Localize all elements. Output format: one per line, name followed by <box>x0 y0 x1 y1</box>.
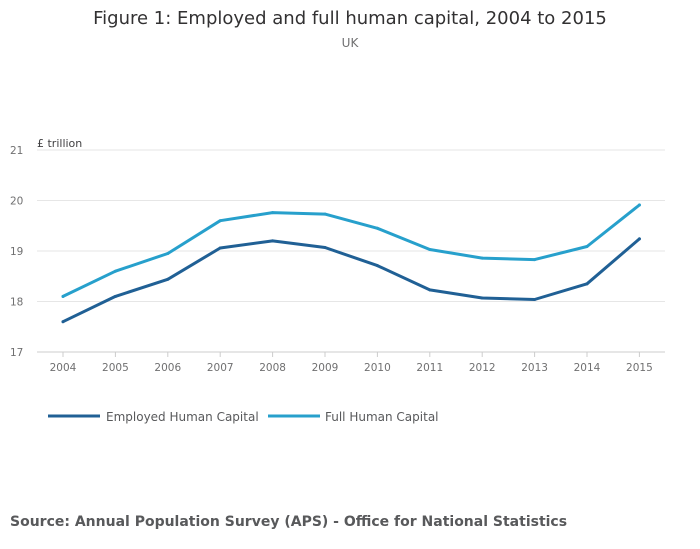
gridlines <box>37 149 665 353</box>
x-tick-label-2006: 2006 <box>154 362 181 374</box>
y-tick-label-20: 20 <box>10 196 23 208</box>
x-tick-label-2009: 2009 <box>312 362 339 374</box>
y-tick-label-21: 21 <box>10 145 23 157</box>
data-point-full-human-capital-2007 <box>218 219 222 223</box>
y-axis-ticks: 17 18 19 20 21 <box>10 145 23 359</box>
data-point-full-human-capital-2009 <box>323 212 327 216</box>
x-tick-label-2005: 2005 <box>102 362 129 374</box>
data-point-employed-human-capital-2008 <box>271 239 275 243</box>
series-line-full-human-capital <box>61 203 641 298</box>
x-tick-label-2010: 2010 <box>364 362 391 374</box>
x-tick-label-2004: 2004 <box>50 362 77 374</box>
data-point-full-human-capital-2013 <box>533 258 537 262</box>
data-point-employed-human-capital-2010 <box>375 264 379 268</box>
x-tick-label-2015: 2015 <box>626 362 653 374</box>
data-point-full-human-capital-2005 <box>113 269 117 273</box>
y-axis-unit-label: £ trillion <box>37 137 82 150</box>
y-tick-label-19: 19 <box>10 246 23 258</box>
data-point-employed-human-capital-2005 <box>113 294 117 298</box>
data-point-employed-human-capital-2004 <box>61 320 65 324</box>
data-point-employed-human-capital-2011 <box>428 288 432 292</box>
x-tick-label-2011: 2011 <box>416 362 443 374</box>
series-line-employed-human-capital <box>61 237 641 324</box>
data-point-employed-human-capital-2015 <box>637 237 641 241</box>
data-point-employed-human-capital-2014 <box>585 282 589 286</box>
data-point-full-human-capital-2006 <box>166 252 170 256</box>
data-point-employed-human-capital-2006 <box>166 277 170 281</box>
data-point-full-human-capital-2010 <box>375 226 379 230</box>
y-tick-label-18: 18 <box>10 297 23 309</box>
data-point-full-human-capital-2011 <box>428 247 432 251</box>
data-point-employed-human-capital-2013 <box>533 297 537 301</box>
y-tick-label-17: 17 <box>10 347 23 359</box>
x-tick-label-2008: 2008 <box>259 362 286 374</box>
legend-label-employed-human-capital: Employed Human Capital <box>106 410 259 424</box>
x-tick-label-2012: 2012 <box>469 362 496 374</box>
chart-subtitle: UK <box>342 36 360 50</box>
data-point-employed-human-capital-2012 <box>480 296 484 300</box>
source-note: Source: Annual Population Survey (APS) -… <box>10 514 567 530</box>
chart-title: Figure 1: Employed and full human capita… <box>93 8 607 29</box>
x-tick-label-2007: 2007 <box>207 362 234 374</box>
x-tick-label-2013: 2013 <box>521 362 548 374</box>
legend-label-full-human-capital: Full Human Capital <box>325 410 439 424</box>
x-tick-label-2014: 2014 <box>574 362 601 374</box>
data-point-full-human-capital-2015 <box>637 203 641 207</box>
data-point-full-human-capital-2004 <box>61 294 65 298</box>
data-point-employed-human-capital-2009 <box>323 245 327 249</box>
legend: Employed Human Capital Full Human Capita… <box>48 410 439 424</box>
data-point-full-human-capital-2012 <box>480 256 484 260</box>
series-lines <box>61 203 641 324</box>
x-axis-ticks: 2004 2005 2006 2007 2008 2009 2010 2011 2012 2013… <box>50 352 653 374</box>
data-point-full-human-capital-2014 <box>585 244 589 248</box>
data-point-employed-human-capital-2007 <box>218 246 222 250</box>
data-point-full-human-capital-2008 <box>271 211 275 215</box>
